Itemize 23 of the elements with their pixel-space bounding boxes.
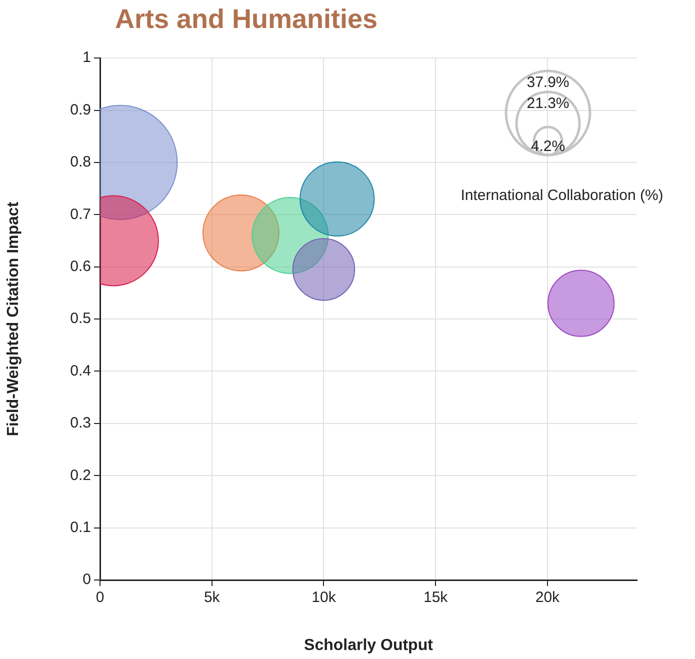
x-tick-label: 20k — [535, 589, 560, 606]
x-tick-label: 15k — [423, 589, 448, 606]
y-tick-label: 0.4 — [70, 362, 91, 380]
y-axis-title: Field-Weighted Citation Impact — [5, 201, 22, 436]
y-tick-label: 0 — [82, 571, 91, 588]
x-tick-label: 10k — [312, 589, 336, 606]
legend-label: 21.3% — [526, 95, 570, 112]
legend-label: 37.9% — [526, 74, 570, 92]
legend-label: 4.2% — [530, 138, 566, 156]
y-tick-label: 0.8 — [70, 154, 91, 171]
y-tick-label: 1 — [82, 49, 91, 66]
y-tick-label: 0.7 — [70, 206, 91, 223]
y-tick-label: 0.6 — [70, 258, 91, 275]
y-tick-label: 0.1 — [70, 518, 91, 536]
y-tick-label: 0.2 — [70, 466, 91, 484]
chart-title: Arts and Humanities — [115, 4, 378, 35]
y-tick-label: 0.3 — [70, 414, 91, 432]
y-tick-label: 0.9 — [70, 101, 91, 118]
y-tick-label: 0.5 — [70, 310, 91, 328]
x-tick-label: 0 — [96, 589, 104, 606]
x-tick-label: 5k — [204, 589, 220, 606]
x-axis-title: Scholarly Output — [304, 636, 434, 654]
legend-title: International Collaboration (%) — [460, 187, 664, 204]
